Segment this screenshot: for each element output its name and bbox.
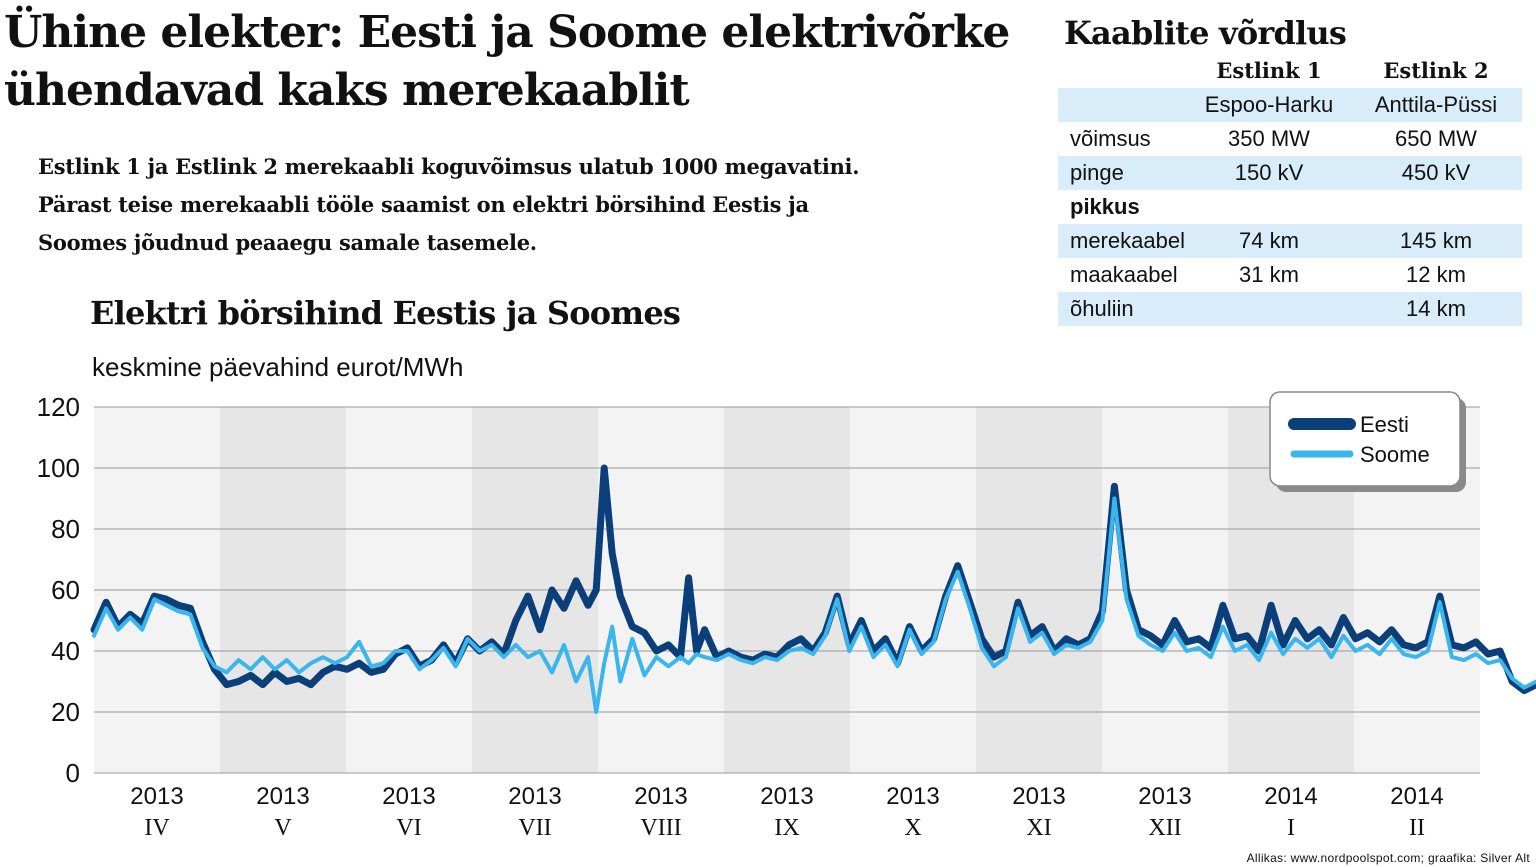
- y-tick-label: 20: [51, 697, 80, 727]
- price-chart: 0 20 40 60 80 100 120 2013 IV 2013 V 2013 VI 2013 VII 2…: [37, 391, 1536, 841]
- comparison-row-estlink1: 150 kV: [1234, 160, 1304, 185]
- series-line-soome: [92, 496, 1536, 714]
- legend-box: [1269, 391, 1461, 487]
- chart-subtitle: keskmine päevahind eurot/MWh: [92, 352, 464, 382]
- y-tick-label: 40: [51, 636, 80, 666]
- title-line-1: Ühine elekter: Eesti ja Soome elektrivõr…: [4, 7, 1010, 58]
- y-tick-label: 60: [51, 575, 80, 605]
- comparison-row-estlink2: Anttila-Püssi: [1374, 92, 1498, 117]
- comparison-row: merekaabel 74 km 145 km: [1058, 224, 1522, 258]
- x-tick-month: II: [1409, 815, 1425, 841]
- intro-line-1: Estlink 1 ja Estlink 2 merekaabli koguvõ…: [38, 154, 860, 179]
- x-tick-year: 2013: [508, 783, 561, 810]
- comparison-row-estlink2: 14 km: [1406, 296, 1466, 321]
- x-tick-year: 2013: [634, 783, 687, 810]
- x-tick-year: 2013: [760, 783, 813, 810]
- y-tick-label: 100: [37, 453, 80, 483]
- x-tick-month: VII: [518, 815, 551, 841]
- legend-label: Eesti: [1360, 412, 1409, 437]
- comparison-title: Kaablite võrdlus: [1064, 14, 1347, 52]
- x-tick-month: I: [1287, 815, 1295, 841]
- comparison-row-label: võimsus: [1070, 126, 1151, 151]
- comparison-row: pinge 150 kV 450 kV: [1058, 156, 1522, 190]
- comparison-row-estlink1: Espoo-Harku: [1204, 92, 1334, 117]
- intro-text: Estlink 1 ja Estlink 2 merekaabli koguvõ…: [38, 148, 1028, 262]
- source-credit: Allikas: www.nordpoolspot.com; graafika:…: [1246, 851, 1530, 865]
- y-tick-label: 0: [66, 758, 80, 788]
- comparison-row-label: õhuliin: [1070, 296, 1134, 321]
- x-tick-month: XII: [1148, 815, 1181, 841]
- y-tick-label: 80: [51, 514, 80, 544]
- legend-label: Soome: [1360, 442, 1430, 467]
- x-tick-year: 2014: [1390, 783, 1443, 810]
- x-tick-month: IV: [144, 815, 170, 841]
- comparison-row-label: merekaabel: [1070, 228, 1185, 253]
- comparison-header-estlink1: Estlink 1: [1216, 58, 1322, 83]
- page-title: Ühine elekter: Eesti ja Soome elektrivõr…: [4, 4, 1044, 120]
- x-tick-year: 2013: [130, 783, 183, 810]
- x-tick-month: VIII: [640, 815, 681, 841]
- comparison-table: Estlink 1 Estlink 2 Espoo-Harku Anttila-P…: [1058, 54, 1522, 326]
- comparison-row-label: pinge: [1070, 160, 1124, 185]
- comparison-row: võimsus 350 MW 650 MW: [1058, 122, 1522, 156]
- comparison-row: Espoo-Harku Anttila-Püssi: [1058, 88, 1522, 122]
- x-tick-month: IX: [774, 815, 799, 841]
- comparison-row: pikkus: [1058, 190, 1522, 224]
- comparison-row-label: maakaabel: [1070, 262, 1178, 287]
- comparison-header-row: Estlink 1 Estlink 2: [1058, 54, 1522, 88]
- comparison-row-label: pikkus: [1070, 194, 1140, 219]
- comparison-row: õhuliin 14 km: [1058, 292, 1522, 326]
- y-tick-label: 120: [37, 392, 80, 422]
- x-tick-year: 2013: [1012, 783, 1065, 810]
- x-tick-year: 2013: [886, 783, 939, 810]
- chart-title: Elektri börsihind Eestis ja Soomes: [90, 294, 681, 332]
- comparison-row-estlink1: 74 km: [1239, 228, 1299, 253]
- title-line-2: ühendavad kaks merekaablit: [4, 65, 690, 116]
- comparison-row-estlink2: 12 km: [1406, 262, 1466, 287]
- comparison-row-estlink1: 31 km: [1239, 262, 1299, 287]
- intro-line-3: Soomes jõudnud peaaegu samale tasemele.: [38, 230, 537, 255]
- x-tick-year: 2013: [1138, 783, 1191, 810]
- x-tick-month: X: [904, 815, 921, 841]
- intro-line-2: Pärast teise merekaabli tööle saamist on…: [38, 192, 809, 217]
- x-tick-year: 2014: [1264, 783, 1317, 810]
- x-tick-year: 2013: [382, 783, 435, 810]
- comparison-row-estlink1: [1178, 292, 1360, 326]
- comparison-row: maakaabel 31 km 12 km: [1058, 258, 1522, 292]
- x-tick-month: VI: [396, 815, 421, 841]
- x-tick-year: 2013: [256, 783, 309, 810]
- x-tick-month: V: [274, 815, 292, 841]
- x-tick-month: XI: [1026, 815, 1051, 841]
- comparison-row-estlink2: [1360, 190, 1512, 224]
- comparison-row-estlink2: 145 km: [1399, 228, 1473, 253]
- comparison-row-estlink1: [1178, 190, 1360, 224]
- comparison-row-estlink1: 350 MW: [1228, 126, 1310, 151]
- comparison-row-estlink2: 650 MW: [1395, 126, 1477, 151]
- comparison-row-estlink2: 450 kV: [1401, 160, 1471, 185]
- comparison-header-estlink2: Estlink 2: [1383, 58, 1489, 83]
